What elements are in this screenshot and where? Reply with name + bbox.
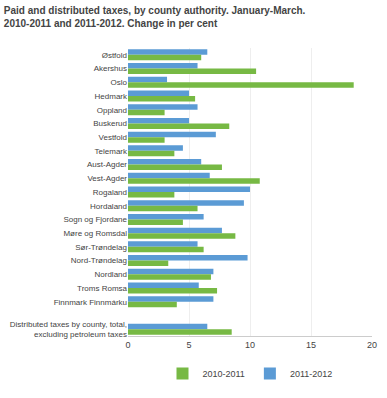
svg-text:10: 10 xyxy=(245,340,255,350)
svg-text:Buskerud: Buskerud xyxy=(93,119,127,128)
svg-text:Nord-Trøndelag: Nord-Trøndelag xyxy=(71,256,127,265)
svg-text:Oslo: Oslo xyxy=(111,78,128,87)
svg-text:Akershus: Akershus xyxy=(94,64,127,73)
svg-text:2010-2011: 2010-2011 xyxy=(203,369,245,379)
svg-text:Aust-Agder: Aust-Agder xyxy=(87,160,127,169)
svg-text:Telemark: Telemark xyxy=(95,147,128,156)
svg-text:2011-2012: 2011-2012 xyxy=(290,369,332,379)
svg-text:Møre og Romsdal: Møre og Romsdal xyxy=(63,229,127,238)
svg-text:Oppland: Oppland xyxy=(97,106,127,115)
svg-text:Finnmark Finnmárku: Finnmark Finnmárku xyxy=(54,298,127,307)
svg-text:Rogaland: Rogaland xyxy=(93,188,127,197)
svg-text:15: 15 xyxy=(306,340,316,350)
svg-text:Vest-Agder: Vest-Agder xyxy=(87,174,127,183)
svg-text:Østfold: Østfold xyxy=(102,51,127,60)
svg-text:Sogn og Fjordane: Sogn og Fjordane xyxy=(63,215,127,224)
svg-text:Paid and distributed taxes, by: Paid and distributed taxes, by county au… xyxy=(4,5,306,29)
svg-text:Vestfold: Vestfold xyxy=(99,133,127,142)
svg-text:Hedmark: Hedmark xyxy=(95,92,128,101)
svg-text:5: 5 xyxy=(186,340,191,350)
svg-text:Sør-Trøndelag: Sør-Trøndelag xyxy=(75,243,127,252)
svg-text:Distributed taxes by county, t: Distributed taxes by county, total,exclu… xyxy=(10,320,127,339)
svg-text:20: 20 xyxy=(367,340,377,350)
svg-text:Troms Romsa: Troms Romsa xyxy=(77,284,127,293)
svg-text:Hordaland: Hordaland xyxy=(90,202,127,211)
svg-text:0: 0 xyxy=(125,340,130,350)
svg-text:Nordland: Nordland xyxy=(95,270,127,279)
